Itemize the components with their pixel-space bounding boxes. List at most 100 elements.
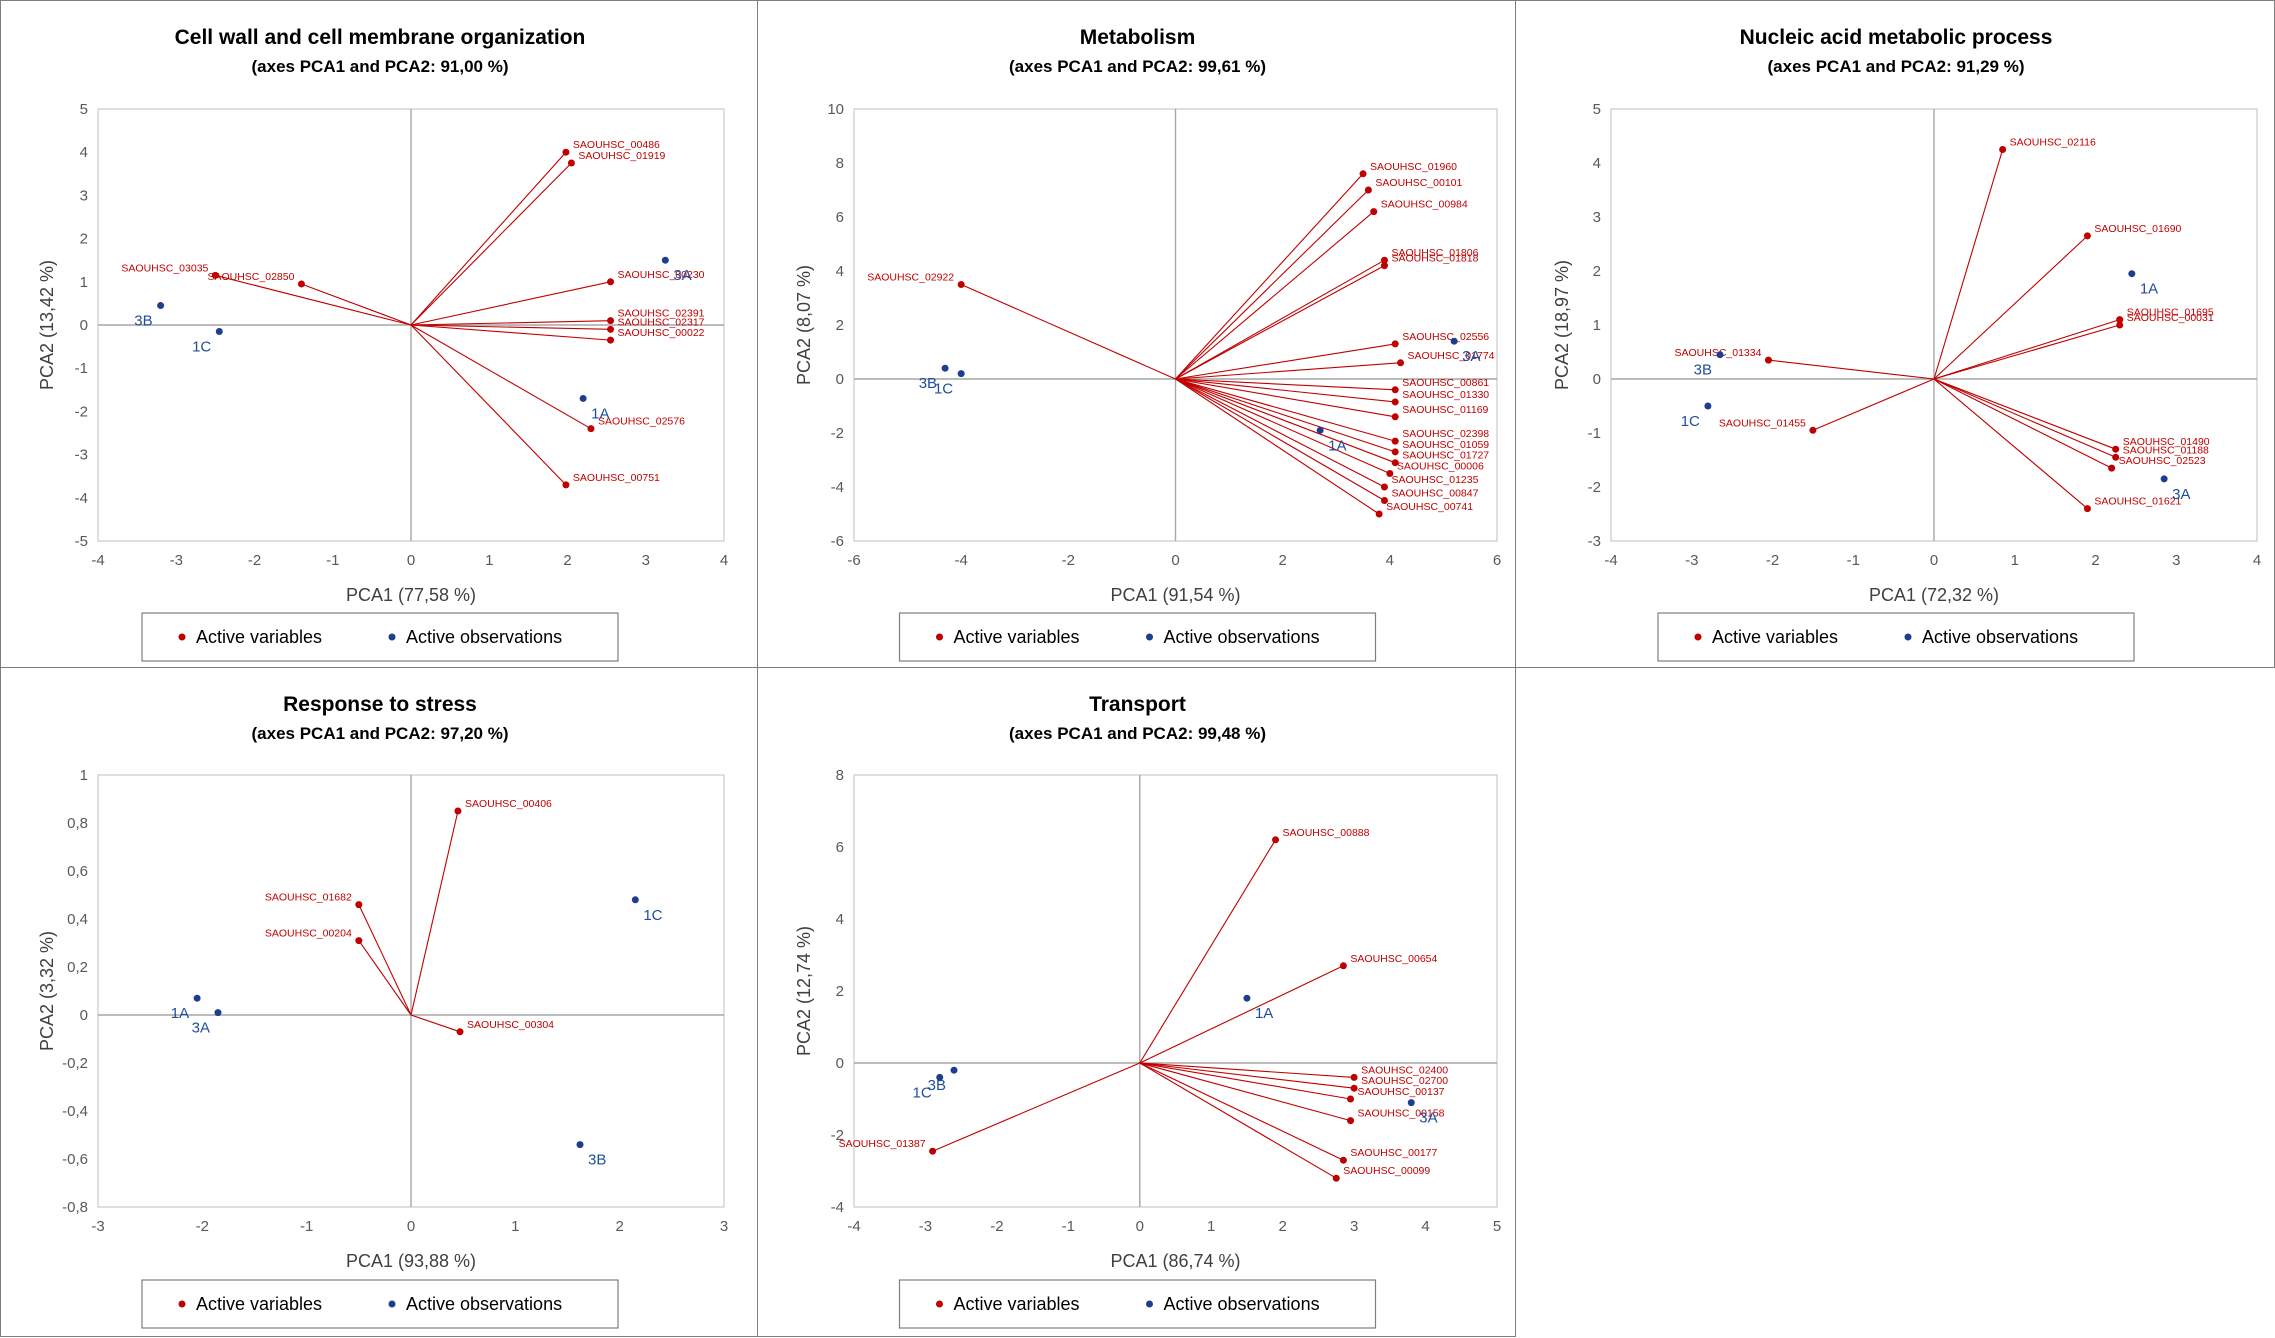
- variable-saouhsc-01330: SAOUHSC_01330: [1175, 378, 1489, 406]
- variable-point: [1339, 962, 1347, 970]
- variable-label: SAOUHSC_00099: [1343, 1165, 1430, 1177]
- variable-point: [1397, 359, 1405, 367]
- x-tick-label: 2: [615, 1218, 623, 1235]
- variable-vector: [1175, 378, 1385, 501]
- variable-saouhsc-00654: SAOUHSC_00654: [1139, 953, 1438, 1064]
- observation-3a: 3A: [1450, 337, 1480, 365]
- legend-observations-label: Active observations: [1164, 1294, 1320, 1314]
- x-tick-label: 2: [1278, 552, 1286, 569]
- variable-saouhsc-00204: SAOUHSC_00204: [265, 928, 412, 1016]
- variable-label: SAOUHSC_03035: [121, 262, 208, 274]
- variable-label: SAOUHSC_00984: [1381, 199, 1468, 211]
- chart-title: Transport: [1089, 693, 1186, 716]
- variable-point: [1364, 186, 1372, 194]
- observation-label: 1A: [1255, 1005, 1273, 1022]
- variable-point: [454, 807, 462, 815]
- x-axis-label: PCA1 (93,88 %): [346, 1251, 476, 1271]
- observation-label: 3A: [2172, 486, 2190, 503]
- variable-point: [1391, 386, 1399, 394]
- variable-vector: [1175, 378, 1385, 488]
- y-tick-label: 0: [1593, 371, 1601, 388]
- variable-label: SAOUHSC_01059: [1402, 439, 1489, 451]
- chart-legend: Active variables Active observations: [1657, 612, 2135, 662]
- legend-observations-marker: [388, 1300, 396, 1308]
- observation-point: [1316, 426, 1324, 434]
- variable-point: [567, 159, 575, 167]
- observation-point: [2128, 270, 2136, 278]
- variable-vector: [1175, 378, 1396, 391]
- variable-vector: [1175, 378, 1396, 403]
- variable-vector: [410, 324, 567, 486]
- variable-vector: [410, 324, 611, 341]
- observation-1a: 1A: [579, 394, 610, 422]
- variable-saouhsc-00158: SAOUHSC_00158: [1139, 1062, 1445, 1125]
- variable-point: [562, 148, 570, 156]
- legend-variables-marker: [936, 633, 943, 641]
- variable-label: SAOUHSC_00137: [1358, 1086, 1445, 1098]
- observation-label: 1C: [913, 1084, 932, 1101]
- x-tick-label: -4: [847, 1218, 860, 1235]
- x-tick-label: 0: [1136, 1218, 1144, 1235]
- observation-label: 3B: [588, 1152, 606, 1169]
- y-tick-label: -5: [75, 533, 88, 550]
- variable-saouhsc-00888: SAOUHSC_00888: [1139, 827, 1370, 1064]
- y-tick-label: 5: [1593, 101, 1601, 118]
- variable-vector: [1139, 1062, 1355, 1089]
- variable-point: [1380, 483, 1388, 491]
- variable-saouhsc-01695: SAOUHSC_01695: [1933, 307, 2214, 380]
- variable-saouhsc-02391: SAOUHSC_02391: [410, 308, 705, 326]
- x-tick-label: 3: [1350, 1218, 1358, 1235]
- y-tick-label: -4: [831, 1199, 844, 1216]
- observation-point: [631, 896, 639, 904]
- variable-label: SAOUHSC_01169: [1402, 404, 1488, 416]
- legend-box: [141, 612, 619, 662]
- observation-label: 1C: [934, 381, 953, 398]
- x-tick-label: 3: [642, 552, 650, 569]
- legend-observations-marker: [388, 633, 396, 641]
- variable-saouhsc-01235: SAOUHSC_01235: [1175, 378, 1479, 491]
- observation-point: [1716, 351, 1724, 359]
- variable-saouhsc-01727: SAOUHSC_01727: [1175, 378, 1489, 467]
- y-tick-label: -1: [1588, 425, 1601, 442]
- observation-3b: 3B: [134, 302, 165, 330]
- variable-vector: [410, 1014, 461, 1033]
- x-tick-label: -2: [248, 552, 261, 569]
- variable-label: SAOUHSC_02576: [598, 416, 685, 428]
- variable-point: [1272, 836, 1280, 844]
- observation-1a: 1A: [1243, 994, 1273, 1022]
- variable-saouhsc-00099: SAOUHSC_00099: [1139, 1062, 1430, 1182]
- chart-subtitle: (axes PCA1 and PCA2: 99,48 %): [1009, 724, 1266, 743]
- variable-point: [607, 317, 615, 325]
- legend-box: [898, 612, 1377, 662]
- variable-vector: [1175, 378, 1396, 418]
- y-tick-label: -0,4: [62, 1103, 88, 1120]
- variable-point: [1391, 340, 1399, 348]
- variable-label: SAOUHSC_02400: [1361, 1064, 1448, 1076]
- observation-point: [1243, 994, 1251, 1002]
- y-tick-label: 0,4: [67, 911, 88, 928]
- legend-variables-marker: [178, 633, 186, 641]
- variable-label: SAOUHSC_00751: [573, 472, 660, 484]
- y-tick-label: -2: [1588, 479, 1601, 496]
- variable-vector: [1139, 1062, 1344, 1161]
- legend-variables-marker: [1694, 633, 1702, 641]
- y-tick-label: 1: [1593, 317, 1601, 334]
- legend-observations-marker: [1904, 633, 1912, 641]
- observation-point: [579, 394, 587, 402]
- variable-saouhsc-00031: SAOUHSC_00031: [1933, 312, 2214, 380]
- variable-vector: [1175, 378, 1396, 442]
- variable-vector: [410, 320, 611, 326]
- variable-saouhsc-02576: SAOUHSC_02576: [410, 324, 685, 433]
- observation-label: 1A: [1328, 437, 1346, 454]
- y-tick-label: -1: [75, 360, 88, 377]
- variable-point: [2112, 453, 2120, 461]
- variable-vector: [1933, 378, 2116, 450]
- variable-saouhsc-02523: SAOUHSC_02523: [1933, 378, 2206, 472]
- variable-saouhsc-03035: SAOUHSC_03035: [121, 262, 412, 326]
- x-tick-label: -3: [919, 1218, 932, 1235]
- variable-vector: [358, 904, 412, 1016]
- observation-3b: 3B: [928, 1066, 958, 1094]
- observation-label: 3A: [192, 1020, 210, 1037]
- variable-point: [355, 937, 363, 945]
- y-tick-label: 10: [827, 101, 844, 118]
